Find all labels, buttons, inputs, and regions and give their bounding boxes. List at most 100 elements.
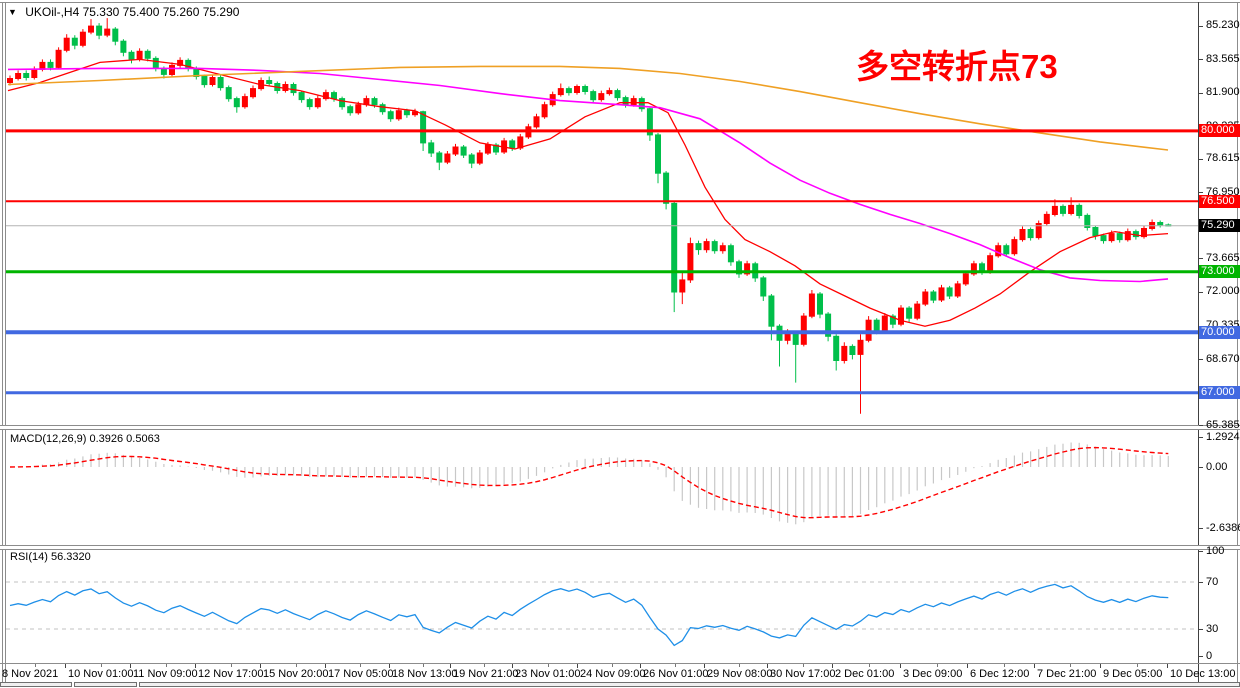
time-tick-major	[1034, 664, 1035, 668]
separator-macd-rsi[interactable]	[0, 545, 1240, 550]
candle-body	[1043, 213, 1050, 224]
time-axis-label: 17 Nov 05:00	[328, 668, 394, 680]
candle-body	[144, 50, 151, 59]
candle-body	[250, 88, 256, 98]
price-tick-mark	[1199, 425, 1203, 426]
candle-body	[841, 345, 848, 361]
candle-body	[906, 307, 913, 319]
candle-body	[339, 98, 346, 108]
candle-body	[1116, 233, 1123, 241]
rsi-value: 56.3320	[50, 551, 91, 563]
time-tick-major	[900, 664, 901, 668]
candle-body	[476, 152, 483, 164]
time-tick-major	[260, 664, 261, 668]
rsi-tick-label: 0	[1206, 650, 1213, 662]
candle-body	[468, 154, 475, 164]
time-tick-minor	[612, 664, 613, 667]
rsi-indicator-label: RSI(14) 56.3320	[10, 551, 91, 563]
time-axis-label: 26 Nov 01:00	[643, 668, 709, 680]
rsi-tick-mark	[1199, 656, 1203, 657]
candle-body	[744, 263, 751, 275]
candle-body	[565, 88, 572, 94]
time-tick-major	[640, 664, 641, 668]
candle-body	[379, 104, 386, 113]
time-tick-minor	[739, 664, 740, 667]
price-badge-73.000: 73.000	[1199, 265, 1240, 278]
candle-body	[736, 261, 742, 275]
price-tick-label: 78.615	[1206, 152, 1240, 164]
time-axis-label: 30 Nov 17:00	[770, 668, 836, 680]
candle-body	[96, 25, 103, 36]
candle-body	[120, 40, 127, 53]
time-tick-major	[1100, 664, 1101, 668]
candle-body	[914, 303, 921, 319]
candle-body	[671, 202, 678, 293]
time-axis-label: 9 Dec 05:00	[1103, 668, 1163, 680]
candle-body	[857, 339, 864, 355]
candle-body	[808, 293, 815, 317]
time-tick-major	[577, 664, 578, 668]
candle-body	[217, 77, 224, 89]
candle-body	[493, 144, 499, 153]
chevron-down-icon[interactable]: ▼	[8, 7, 17, 17]
ma-mid-magenta	[7, 67, 1169, 283]
candle-body	[306, 99, 313, 108]
candle-body	[63, 37, 70, 51]
candle-body	[1027, 229, 1034, 239]
candle-body	[703, 241, 710, 251]
candle-body	[1035, 223, 1042, 239]
price-tick-mark	[1199, 258, 1203, 259]
candle-body	[1100, 235, 1107, 242]
candle-body	[590, 91, 597, 101]
rsi-name: RSI(14)	[10, 551, 48, 563]
status-strip-segment-1	[0, 682, 72, 687]
candle-body	[88, 25, 94, 33]
price-tick-label: 72.000	[1206, 285, 1240, 297]
candle-body	[55, 49, 62, 68]
time-axis-label: 29 Nov 08:00	[707, 668, 773, 680]
separator-rsi-time	[0, 663, 1240, 664]
candle-body	[598, 93, 605, 101]
candle-body	[784, 332, 791, 341]
candle-body	[582, 86, 589, 92]
time-tick-major	[389, 664, 390, 668]
time-axis-label: 19 Nov 21:00	[453, 668, 519, 680]
candle-body	[1092, 227, 1099, 237]
candle-body	[128, 51, 135, 60]
time-axis-label: 18 Nov 13:00	[392, 668, 458, 680]
macd-tick-mark	[1199, 467, 1203, 468]
candle-body	[865, 319, 872, 341]
price-tick-label: 83.565	[1206, 53, 1240, 65]
candle-body	[79, 31, 86, 46]
price-tick-label: 85.230	[1206, 19, 1240, 31]
candle-body	[169, 64, 175, 76]
time-tick-minor	[166, 664, 167, 667]
candle-body	[209, 77, 216, 85]
candle-body	[679, 279, 686, 293]
separator-main-macd[interactable]	[0, 425, 1240, 430]
candle-body	[1141, 228, 1147, 238]
candle-body	[371, 98, 378, 106]
candle-body	[938, 287, 945, 301]
time-tick-minor	[231, 664, 232, 667]
status-strip-segment-2	[74, 682, 137, 687]
candle-body	[1003, 245, 1010, 255]
price-tick-mark	[1199, 359, 1203, 360]
window-right-border	[1237, 2, 1238, 682]
chart-title: ▼ UKOil-,H4 75.330 75.400 75.260 75.290	[8, 5, 239, 19]
candle-body	[152, 57, 159, 70]
candle-body	[363, 98, 370, 106]
price-tick-label: 81.900	[1206, 86, 1240, 98]
price-tick-mark	[1199, 93, 1203, 94]
time-tick-minor	[484, 664, 485, 667]
rsi-tick-label: 30	[1206, 623, 1219, 635]
candle-body	[241, 96, 248, 108]
candle-body	[1011, 239, 1018, 255]
time-tick-major	[65, 664, 66, 668]
price-axis-border	[1198, 2, 1199, 682]
candle-body	[1051, 205, 1058, 215]
macd-signal-line	[9, 446, 1169, 519]
candle-body	[792, 332, 799, 345]
time-tick-major	[767, 664, 768, 668]
